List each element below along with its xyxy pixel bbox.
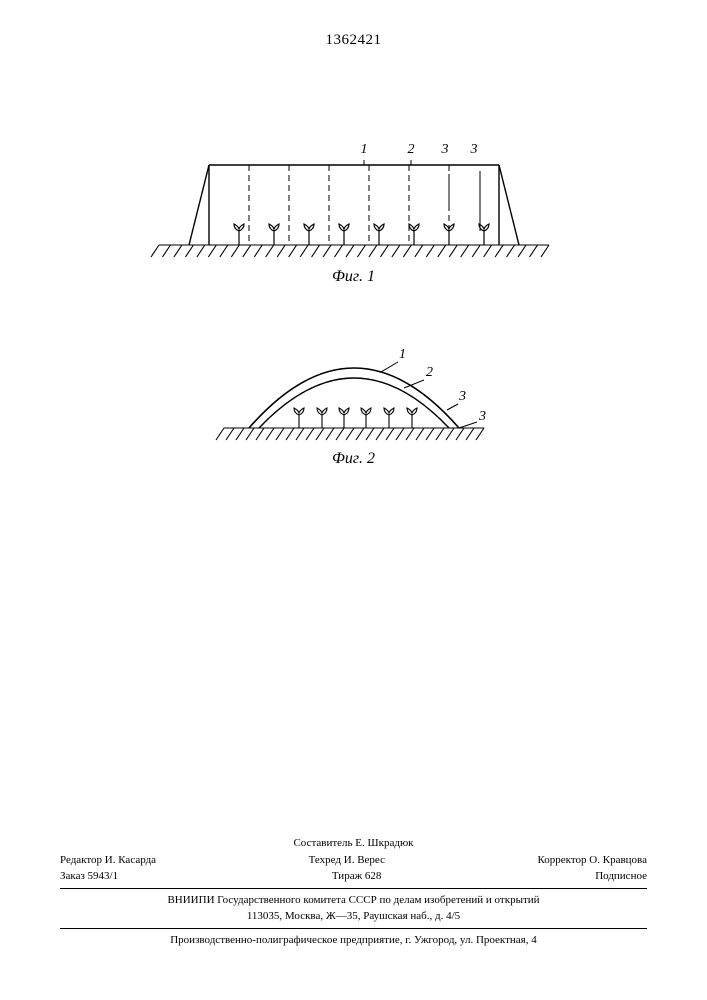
subscribed: Подписное [595,868,647,885]
divider-2 [60,928,647,929]
svg-text:2: 2 [426,365,433,380]
svg-text:1: 1 [399,347,406,362]
figure-2-caption: Фиг. 2 [332,450,375,468]
organization-2: Производственно-полиграфическое предприя… [60,932,647,949]
svg-text:1: 1 [360,142,367,157]
document-number: 1362421 [326,32,382,49]
svg-text:3: 3 [458,389,466,404]
order-number: Заказ 5943/1 [60,868,118,885]
credits-block: Составитель Е. Шкрадюк Редактор И. Касар… [60,835,647,948]
organization-1: ВНИИПИ Государственного комитета СССР по… [60,892,647,909]
credits-row-2: Заказ 5943/1 Тираж 628 Подписное [60,868,647,885]
tech-editor: Техред И. Верес [309,852,385,869]
editor: Редактор И. Касарда [60,852,156,869]
svg-text:3: 3 [469,142,477,157]
address-1: 113035, Москва, Ж—35, Раушская наб., д. … [60,908,647,925]
credits-row-1: Редактор И. Касарда Техред И. Верес Корр… [60,852,647,869]
divider-1 [60,888,647,889]
figure-1: 1 2 3 3 [139,135,569,285]
figure-2: 1 2 33 [194,330,514,470]
compiler-line: Составитель Е. Шкрадюк [60,835,647,852]
corrector: Корректор О. Кравцова [538,852,647,869]
svg-text:3: 3 [478,409,486,424]
svg-text:2: 2 [407,142,414,157]
tirazh: Тираж 628 [332,868,382,885]
svg-text:3: 3 [440,142,448,157]
figure-1-caption: Фиг. 1 [332,268,375,286]
